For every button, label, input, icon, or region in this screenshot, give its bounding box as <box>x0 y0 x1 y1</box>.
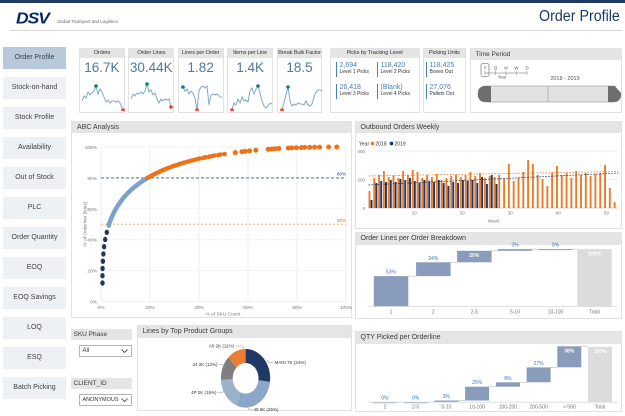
svg-text:3%: 3% <box>443 394 451 400</box>
svg-text:1: 1 <box>390 310 393 316</box>
svg-text:53%: 53% <box>386 270 397 276</box>
svg-text:60%: 60% <box>87 207 97 213</box>
svg-text:50%: 50% <box>337 218 346 223</box>
svg-text:200: 200 <box>357 177 365 182</box>
svg-text:2-5: 2-5 <box>471 310 478 316</box>
svg-text:40%: 40% <box>87 238 97 244</box>
svg-text:27%: 27% <box>534 361 545 367</box>
svg-text:40: 40 <box>556 211 562 216</box>
svg-text:100%: 100% <box>594 349 607 355</box>
svg-text:34 2K (12%): 34 2K (12%) <box>192 362 218 367</box>
svg-text:0%: 0% <box>552 243 560 249</box>
svg-text:0%: 0% <box>381 396 389 402</box>
svg-text:80%: 80% <box>292 305 302 311</box>
svg-text:20%: 20% <box>145 305 155 311</box>
svg-text:400: 400 <box>357 149 365 154</box>
svg-text:2018: 2018 <box>376 142 387 148</box>
svg-text:0%: 0% <box>98 305 106 311</box>
svg-text:2-5: 2-5 <box>412 405 419 411</box>
svg-text:200-500: 200-500 <box>529 405 548 411</box>
svg-text:5-10: 5-10 <box>510 310 520 316</box>
svg-text:38%: 38% <box>564 349 575 355</box>
svg-text:Q: Q <box>493 65 497 70</box>
svg-text:20%: 20% <box>87 269 97 275</box>
svg-text:2018 - 2019: 2018 - 2019 <box>550 76 579 82</box>
svg-text:Year: Year <box>359 142 369 148</box>
svg-text:10-100: 10-100 <box>548 310 564 316</box>
svg-text:2019: 2019 <box>395 142 406 148</box>
svg-text:8%: 8% <box>504 376 512 382</box>
svg-text:0%: 0% <box>412 396 420 402</box>
svg-text:50: 50 <box>604 211 610 216</box>
svg-text:A0 2K (11%): A0 2K (11%) <box>209 344 235 349</box>
svg-text:80%: 80% <box>87 176 97 182</box>
svg-text:Y: Y <box>483 65 486 70</box>
svg-text:% of Orderline (lines): % of Orderline (lines) <box>83 201 89 246</box>
svg-text:24%: 24% <box>428 256 439 262</box>
svg-text:10: 10 <box>412 211 418 216</box>
svg-text:4P 2K (16%): 4P 2K (16%) <box>191 390 217 395</box>
svg-text:20%: 20% <box>469 253 480 259</box>
svg-text:3%: 3% <box>511 243 519 249</box>
svg-text:5-10: 5-10 <box>441 405 451 411</box>
svg-text:> 500: > 500 <box>563 405 576 411</box>
svg-text:0: 0 <box>362 206 365 211</box>
svg-text:Total: Total <box>595 405 606 411</box>
svg-text:60%: 60% <box>243 305 253 311</box>
svg-text:D: D <box>525 65 528 70</box>
svg-text:100%: 100% <box>340 305 353 311</box>
svg-text:2: 2 <box>384 405 387 411</box>
svg-text:Week: Week <box>488 219 500 224</box>
svg-text:Total: Total <box>589 310 600 316</box>
svg-text:% of SKU Count: % of SKU Count <box>206 312 242 318</box>
svg-text:48 5K (26%): 48 5K (26%) <box>254 407 280 412</box>
svg-text:100%: 100% <box>588 251 601 257</box>
svg-text:Year: Year <box>497 74 506 79</box>
svg-text:2: 2 <box>432 310 435 316</box>
svg-text:100%: 100% <box>85 145 98 151</box>
svg-text:25%: 25% <box>472 380 483 386</box>
svg-text:MAIN 7K (24%): MAIN 7K (24%) <box>275 360 307 365</box>
svg-text:0%: 0% <box>90 300 98 306</box>
svg-text:10-100: 10-100 <box>469 405 485 411</box>
svg-text:W: W <box>514 65 519 70</box>
svg-text:20: 20 <box>460 211 466 216</box>
svg-text:80%: 80% <box>337 172 346 177</box>
svg-text:30: 30 <box>508 211 514 216</box>
svg-text:M: M <box>504 65 508 70</box>
svg-text:100-200: 100-200 <box>499 405 518 411</box>
svg-text:40%: 40% <box>194 305 204 311</box>
